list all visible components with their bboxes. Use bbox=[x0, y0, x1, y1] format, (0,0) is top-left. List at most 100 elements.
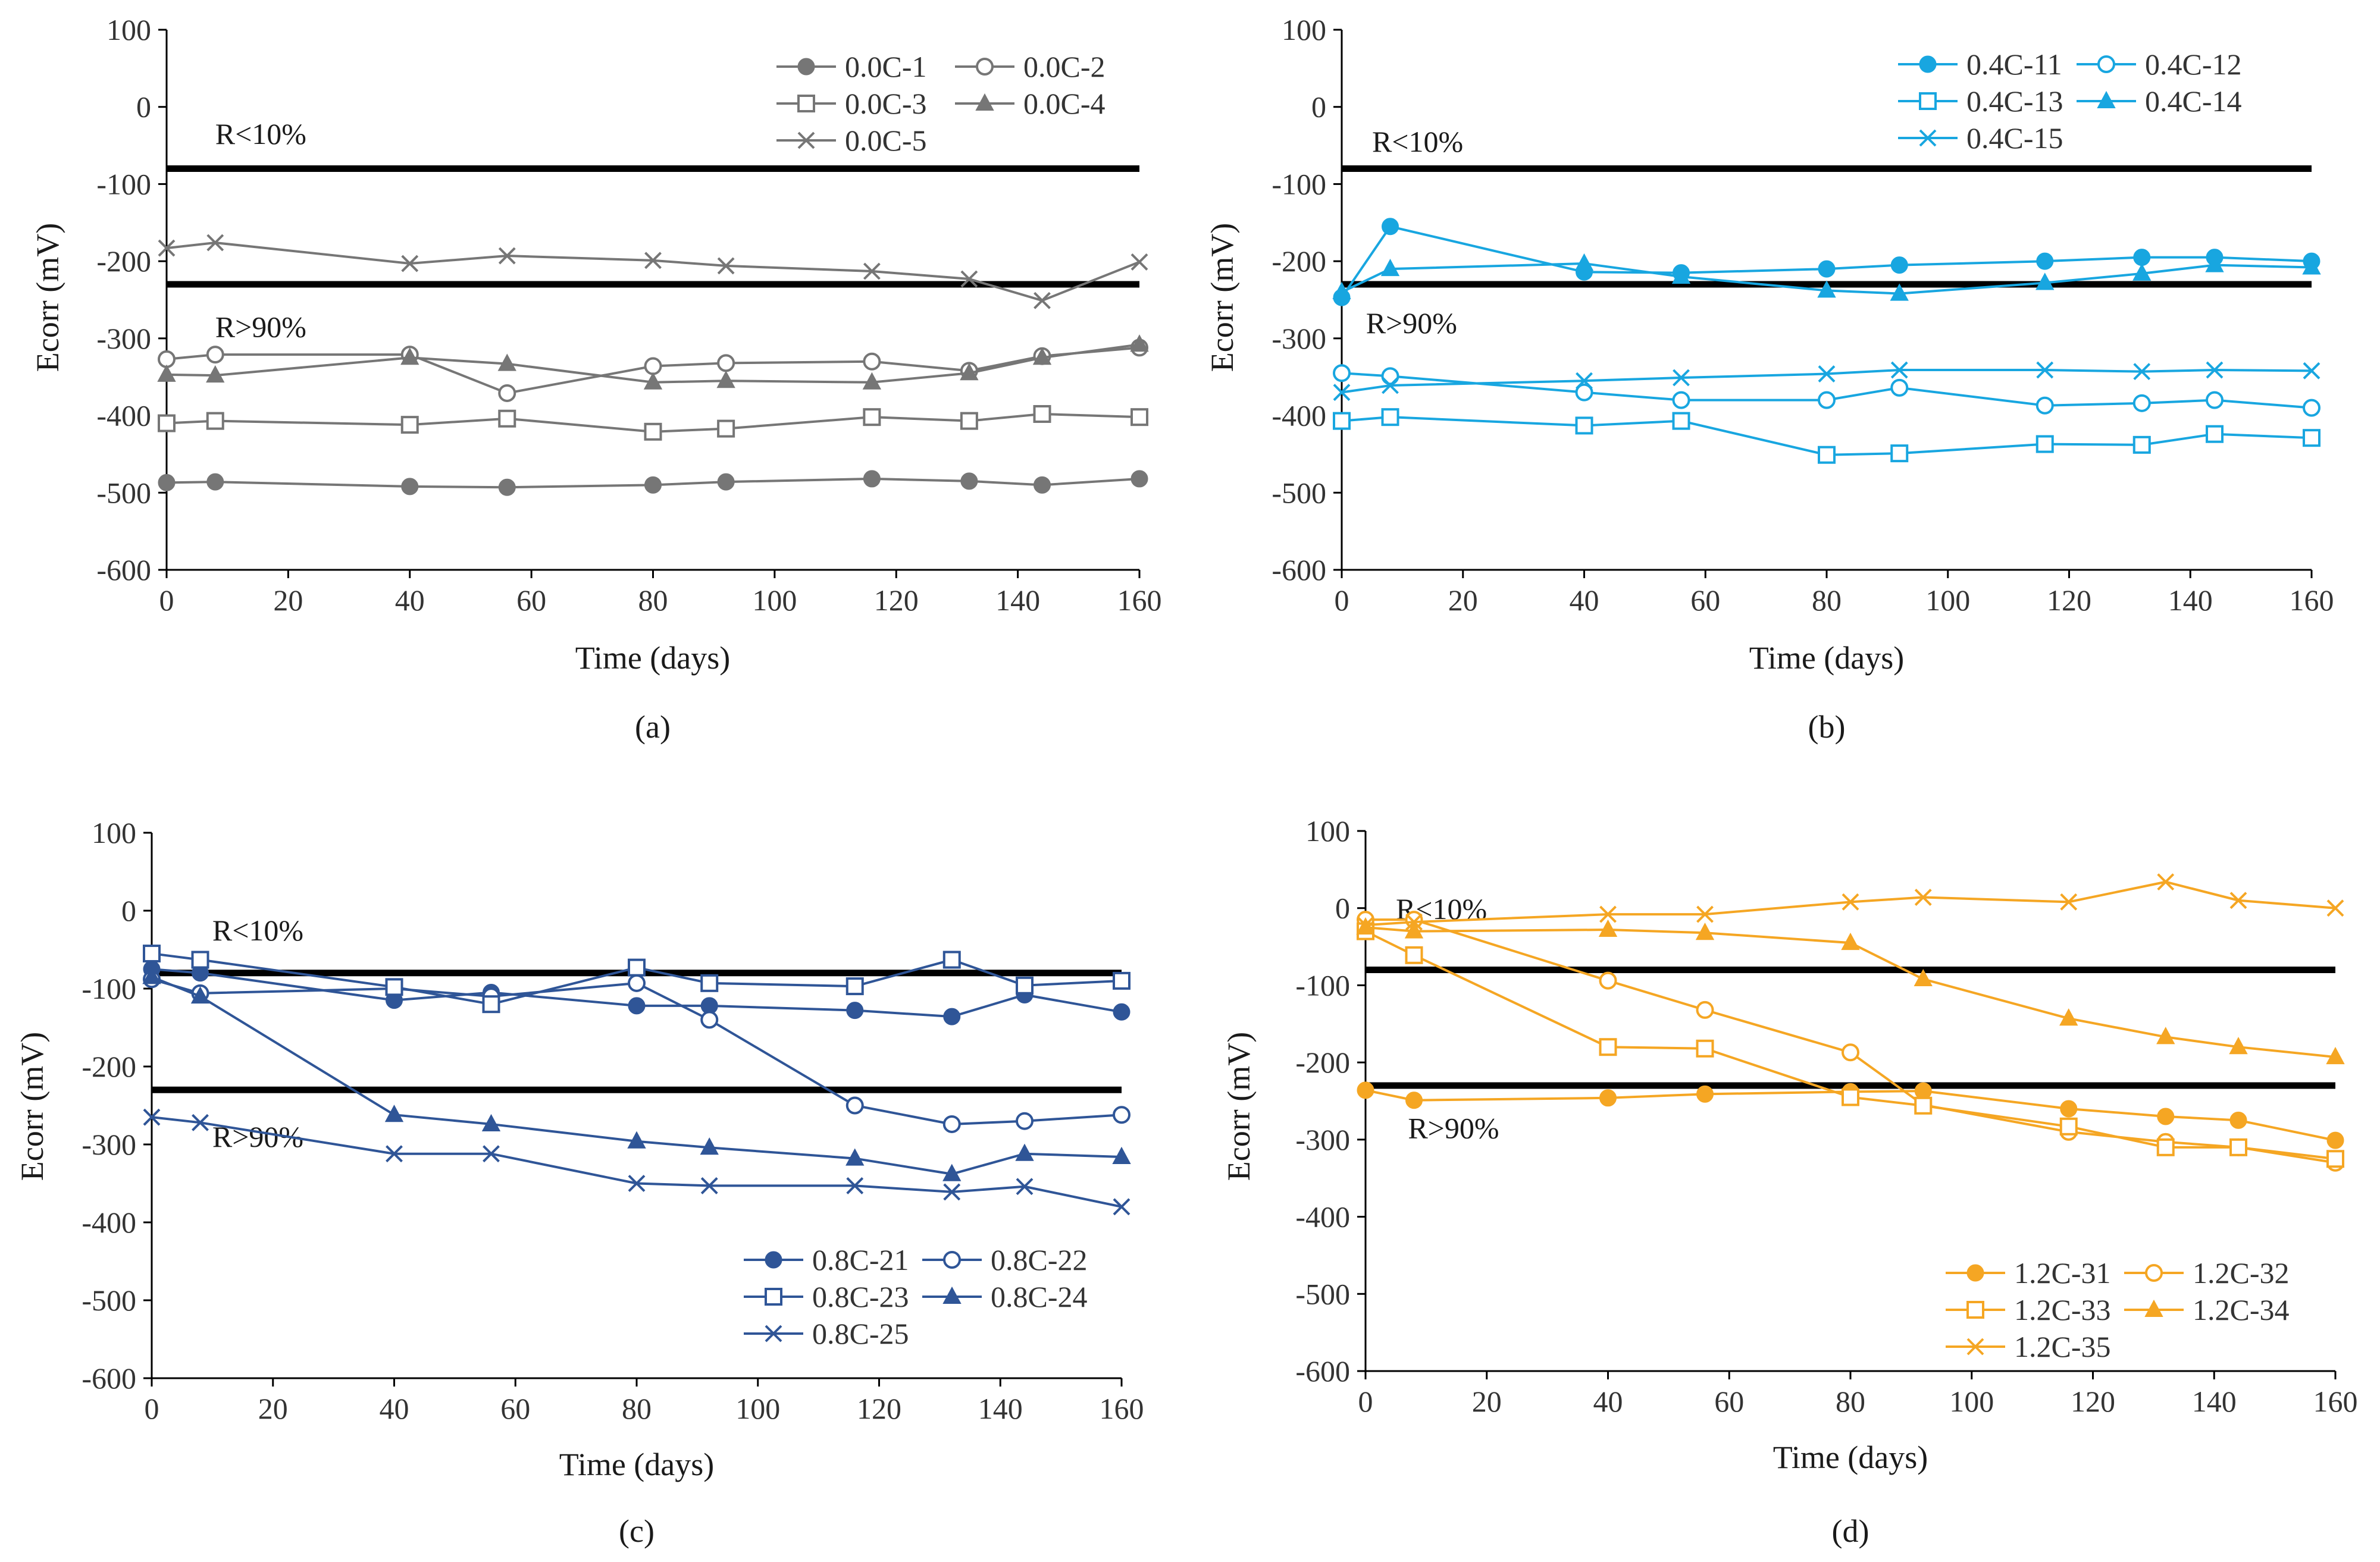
panel-a-reference-label-1: R>90% bbox=[215, 310, 306, 343]
legend-swatch-marker bbox=[2144, 1299, 2163, 1317]
data-point-0.4C-15 bbox=[2206, 361, 2224, 379]
panel-c-x-axis-title: Time (days) bbox=[559, 1447, 715, 1482]
data-point-0.4C-13 bbox=[1672, 412, 1690, 430]
legend-entry-0.8C-21: 0.8C-21 bbox=[744, 1243, 909, 1276]
data-point-0.8C-23 bbox=[700, 974, 719, 992]
data-point-0.0C-4 bbox=[1032, 347, 1052, 365]
data-point-0.0C-1 bbox=[498, 478, 516, 496]
data-point-0.4C-14 bbox=[2205, 255, 2224, 272]
panel-a-y-tick-label: -100 bbox=[96, 167, 151, 200]
data-point-0.8C-23 bbox=[482, 995, 500, 1014]
legend-swatch-marker bbox=[1919, 55, 1937, 73]
panel-d-x-axis-title: Time (days) bbox=[1773, 1439, 1928, 1475]
legend-entry-0.8C-24: 0.8C-24 bbox=[922, 1280, 1088, 1313]
data-point-0.4C-12 bbox=[2206, 391, 2224, 409]
data-point-0.4C-11 bbox=[2036, 252, 2054, 270]
data-point-0.4C-13 bbox=[1333, 412, 1351, 430]
panel-b: 100 0 -100 -200 -300 -400 -500 -600 0 20 40 60 80 100… bbox=[1204, 13, 2334, 745]
panel-d-x-tick-label: 60 bbox=[1714, 1385, 1744, 1418]
data-point-1.2C-34 bbox=[1695, 923, 1715, 940]
data-point-1.2C-33 bbox=[2059, 1117, 2078, 1136]
panel-a-x-tick-label: 140 bbox=[995, 584, 1040, 617]
data-point-1.2C-31 bbox=[2229, 1111, 2247, 1129]
legend-label: 0.8C-23 bbox=[812, 1280, 909, 1313]
panel-c: 100 0 -100 -200 -300 -400 -500 -600 0 20 40 60 80 100… bbox=[14, 816, 1144, 1549]
legend-label: 1.2C-34 bbox=[2193, 1293, 2290, 1326]
series-0.0C-4 bbox=[157, 334, 1149, 390]
data-point-0.8C-22 bbox=[942, 1115, 961, 1133]
panel-b-x-tick-label: 40 bbox=[1570, 584, 1599, 617]
data-point-0.8C-23 bbox=[1113, 971, 1130, 990]
data-point-0.0C-5 bbox=[644, 252, 662, 269]
series-line-1.2C-34 bbox=[1365, 926, 2336, 1059]
data-point-1.2C-34 bbox=[1404, 921, 1424, 939]
panel-a-x-tick-label: 160 bbox=[1117, 584, 1162, 617]
legend-label: 0.8C-24 bbox=[991, 1280, 1088, 1313]
data-point-0.0C-1 bbox=[1130, 470, 1148, 488]
panel-a-y-tick-label: -400 bbox=[96, 399, 151, 432]
panel-a-y-axis-title: Ecorr (mV) bbox=[30, 223, 65, 372]
data-point-1.2C-35 bbox=[1599, 905, 1617, 923]
data-point-1.2C-32 bbox=[1599, 971, 1617, 990]
panel-b-y-tick-label: 0 bbox=[1311, 90, 1326, 124]
data-point-1.2C-31 bbox=[2157, 1108, 2175, 1125]
series-line-0.0C-2 bbox=[166, 346, 1140, 395]
data-point-0.0C-2 bbox=[206, 346, 224, 364]
series-line-0.4C-13 bbox=[1341, 416, 2312, 456]
data-point-0.8C-25 bbox=[192, 1114, 209, 1131]
panel-b-reference-lines: R<10% R>90% bbox=[1342, 125, 2312, 340]
data-point-1.2C-34 bbox=[2326, 1046, 2345, 1065]
data-point-0.0C-3 bbox=[1130, 408, 1148, 426]
series-0.8C-24 bbox=[142, 967, 1131, 1181]
data-point-0.4C-15 bbox=[2133, 363, 2151, 381]
data-point-0.0C-5 bbox=[960, 270, 978, 288]
series-0.8C-23 bbox=[143, 945, 1130, 1014]
data-point-0.8C-25 bbox=[943, 1183, 961, 1201]
panel-d-x-tick-label: 0 bbox=[1358, 1385, 1373, 1418]
legend-entry-1.2C-35: 1.2C-35 bbox=[1946, 1330, 2111, 1363]
panel-d-y-tick-label: -200 bbox=[1295, 1046, 1350, 1079]
panel-d-y-tick-label: -300 bbox=[1295, 1123, 1350, 1156]
legend-entry-0.8C-23: 0.8C-23 bbox=[744, 1280, 909, 1313]
data-point-0.4C-13 bbox=[2303, 429, 2320, 447]
data-point-1.2C-34 bbox=[2229, 1037, 2248, 1055]
series-0.4C-11 bbox=[1333, 218, 2320, 306]
data-point-0.4C-12 bbox=[2303, 399, 2320, 417]
data-point-0.0C-3 bbox=[206, 412, 224, 430]
panel-b-y-tick-label: -500 bbox=[1272, 476, 1326, 509]
data-point-0.0C-2 bbox=[717, 354, 735, 372]
legend-swatch-marker bbox=[797, 95, 815, 112]
legend-entry-1.2C-32: 1.2C-32 bbox=[2124, 1256, 2290, 1290]
legend-swatch-marker bbox=[765, 1288, 782, 1306]
data-point-0.4C-15 bbox=[1576, 372, 1593, 390]
panel-d-x-tick-label: 120 bbox=[2071, 1385, 2115, 1418]
panel-d-x-tick-label: 40 bbox=[1593, 1385, 1623, 1418]
panel-b-y-axis-title: Ecorr (mV) bbox=[1204, 223, 1240, 372]
panel-d-y-tick-label: 100 bbox=[1305, 814, 1350, 848]
data-point-1.2C-31 bbox=[1599, 1089, 1617, 1107]
data-point-0.8C-21 bbox=[943, 1008, 961, 1025]
panel-d-series bbox=[1356, 873, 2345, 1172]
data-point-0.4C-13 bbox=[1575, 416, 1593, 435]
data-point-1.2C-35 bbox=[1696, 905, 1714, 923]
data-point-0.8C-25 bbox=[628, 1175, 646, 1192]
legend-swatch-marker bbox=[765, 1325, 782, 1343]
data-point-0.8C-25 bbox=[386, 1145, 403, 1163]
data-point-1.2C-35 bbox=[2326, 899, 2344, 917]
data-point-0.0C-5 bbox=[401, 255, 419, 272]
legend-entry-0.0C-5: 0.0C-5 bbox=[776, 124, 927, 157]
legend-entry-0.0C-4: 0.0C-4 bbox=[955, 87, 1106, 120]
panel-c-reference-lines: R<10%R>90% bbox=[152, 914, 1122, 1153]
data-point-0.0C-4 bbox=[400, 347, 419, 365]
legend-label: 0.0C-3 bbox=[845, 87, 927, 120]
data-point-0.4C-12 bbox=[1890, 378, 1909, 397]
legend-swatch-marker bbox=[975, 93, 994, 111]
legend-label: 1.2C-31 bbox=[2014, 1256, 2111, 1290]
panel-c-x-tick-label: 60 bbox=[500, 1392, 530, 1425]
data-point-0.0C-1 bbox=[960, 472, 978, 490]
data-point-0.8C-23 bbox=[1016, 976, 1034, 995]
data-point-0.0C-3 bbox=[158, 414, 176, 432]
